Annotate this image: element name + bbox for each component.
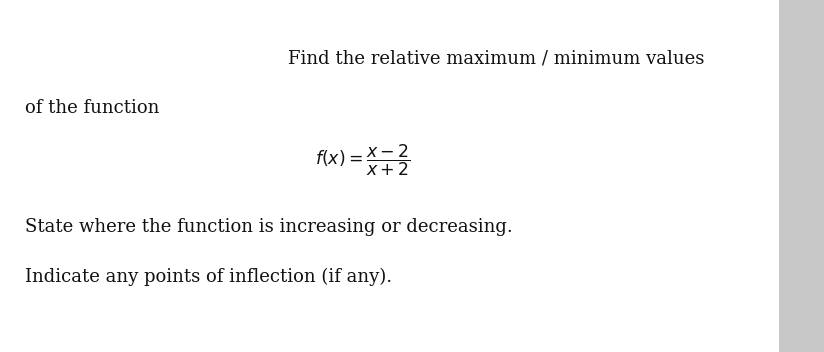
Text: Find the relative maximum / minimum values: Find the relative maximum / minimum valu… — [288, 49, 705, 67]
Text: Indicate any points of inflection (if any).: Indicate any points of inflection (if an… — [25, 268, 392, 286]
Text: of the function: of the function — [25, 99, 159, 117]
Text: $f(x) = \dfrac{x-2}{x+2}$: $f(x) = \dfrac{x-2}{x+2}$ — [315, 143, 410, 178]
Text: State where the function is increasing or decreasing.: State where the function is increasing o… — [25, 218, 513, 236]
FancyBboxPatch shape — [0, 0, 779, 352]
